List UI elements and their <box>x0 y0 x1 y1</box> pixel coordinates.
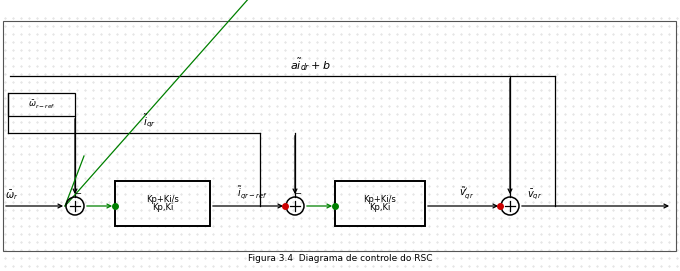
Text: $\tilde{i}_{qr}$: $\tilde{i}_{qr}$ <box>143 112 156 130</box>
Bar <box>3 21 676 251</box>
Text: $-$: $-$ <box>74 187 82 196</box>
Text: $\tilde{v}^{\prime}_{qr}$: $\tilde{v}^{\prime}_{qr}$ <box>459 185 475 202</box>
Bar <box>335 181 425 226</box>
Text: $\bar{\omega}_{r}$: $\bar{\omega}_{r}$ <box>5 188 18 202</box>
Bar <box>8 93 75 116</box>
Text: $-$: $-$ <box>294 187 302 196</box>
Text: Kp+Ki/s: Kp+Ki/s <box>146 195 179 204</box>
Bar <box>115 181 210 226</box>
Text: Kp+Ki/s: Kp+Ki/s <box>364 195 396 204</box>
Text: $a\tilde{i}_{dr} + b$: $a\tilde{i}_{dr} + b$ <box>290 56 330 73</box>
Text: Kp,Ki: Kp,Ki <box>152 203 173 212</box>
Text: $\bar{\omega}_{r-ref}$: $\bar{\omega}_{r-ref}$ <box>28 98 55 111</box>
Text: $\tilde{i}_{qr-ref}$: $\tilde{i}_{qr-ref}$ <box>237 185 267 202</box>
Text: $\bar{v}_{qr}$: $\bar{v}_{qr}$ <box>527 188 543 202</box>
Text: Kp,Ki: Kp,Ki <box>369 203 391 212</box>
Text: Figura 3.4  Diagrama de controle do RSC: Figura 3.4 Diagrama de controle do RSC <box>248 254 432 263</box>
